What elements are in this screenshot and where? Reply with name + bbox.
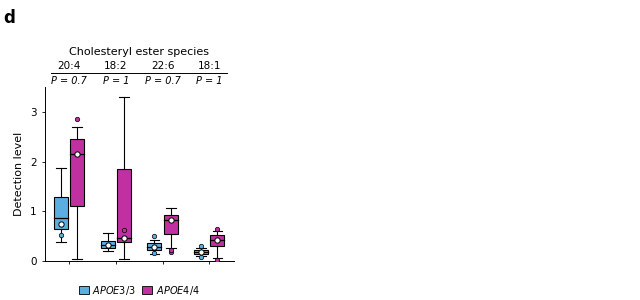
- Text: d: d: [3, 9, 15, 27]
- Bar: [211, 235, 225, 246]
- Bar: [100, 241, 115, 248]
- Bar: [147, 243, 161, 250]
- Text: P = 0.7: P = 0.7: [145, 76, 180, 86]
- Text: 20:4: 20:4: [58, 61, 81, 71]
- Bar: [117, 169, 131, 242]
- Text: Cholesteryl ester species: Cholesteryl ester species: [69, 47, 209, 57]
- Text: P = 1: P = 1: [102, 76, 129, 86]
- Text: P = 0.7: P = 0.7: [51, 76, 87, 86]
- Bar: [70, 139, 84, 206]
- Text: 18:1: 18:1: [198, 61, 221, 71]
- Legend: $APOE3/3$, $APOE4/4$: $APOE3/3$, $APOE4/4$: [75, 280, 204, 300]
- Text: P = 1: P = 1: [196, 76, 223, 86]
- Text: 18:2: 18:2: [104, 61, 127, 71]
- Text: 22:6: 22:6: [151, 61, 174, 71]
- Bar: [164, 215, 178, 234]
- Y-axis label: Detection level: Detection level: [14, 132, 24, 216]
- Bar: [194, 250, 208, 254]
- Bar: [54, 197, 68, 229]
